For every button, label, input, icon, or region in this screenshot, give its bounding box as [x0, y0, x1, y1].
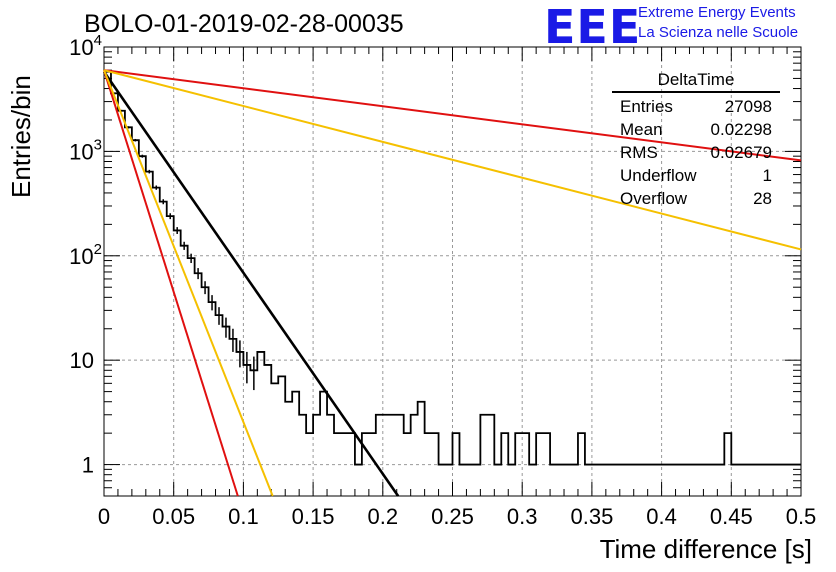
stats-value: 0.02679	[710, 143, 772, 162]
stats-box: DeltaTime Entries 27098 Mean 0.02298 RMS 0.…	[612, 70, 780, 210]
chart-title: BOLO-01-2019-02-28-00035	[84, 10, 404, 38]
y-tick-label: 10	[70, 348, 94, 373]
x-axis-label: Time difference [s]	[599, 534, 812, 564]
logo-subtitle-2: La Scienza nelle Scuole	[638, 24, 799, 41]
fit-line	[103, 69, 802, 251]
stats-label: RMS	[620, 143, 658, 162]
histogram	[104, 70, 801, 466]
stats-value: 27098	[724, 97, 772, 116]
stats-value: 0.02298	[710, 120, 772, 139]
fit-line	[103, 69, 239, 497]
stats-label: Mean	[620, 120, 663, 139]
x-tick-label: 0.4	[646, 504, 677, 529]
y-axis-label: Entries/bin	[6, 75, 36, 198]
y-tick-label: 1	[82, 453, 94, 478]
stats-value: 1	[762, 166, 772, 185]
stats-row: Entries 27098	[612, 95, 780, 118]
stats-title: DeltaTime	[612, 70, 780, 93]
y-tick-label: 102	[69, 241, 102, 269]
stats-label: Overflow	[620, 189, 688, 208]
x-tick-label: 0.15	[292, 504, 335, 529]
stats-row: Mean 0.02298	[612, 118, 780, 141]
x-tick-label: 0.1	[228, 504, 259, 529]
x-tick-label: 0	[98, 504, 110, 529]
y-tick-label: 103	[69, 136, 102, 164]
stats-label: Entries	[620, 97, 673, 116]
x-tick-label: 0.25	[431, 504, 474, 529]
x-tick-label: 0.45	[710, 504, 753, 529]
stats-value: 28	[753, 189, 772, 208]
stats-row: Underflow 1	[612, 164, 780, 187]
fit-line	[103, 69, 802, 162]
eee-logo: EEE	[544, 0, 642, 54]
x-tick-label: 0.05	[152, 504, 195, 529]
stats-label: Underflow	[620, 166, 697, 185]
fit-line	[102, 70, 400, 497]
fit-line	[103, 69, 274, 497]
logo-subtitle-1: Extreme Energy Events	[638, 4, 796, 21]
stats-row: Overflow 28	[612, 187, 780, 210]
x-tick-label: 0.35	[570, 504, 613, 529]
x-tick-label: 0.5	[786, 504, 817, 529]
stats-row: RMS 0.02679	[612, 141, 780, 164]
x-tick-label: 0.3	[507, 504, 538, 529]
y-tick-label: 104	[69, 32, 102, 60]
x-tick-label: 0.2	[368, 504, 399, 529]
